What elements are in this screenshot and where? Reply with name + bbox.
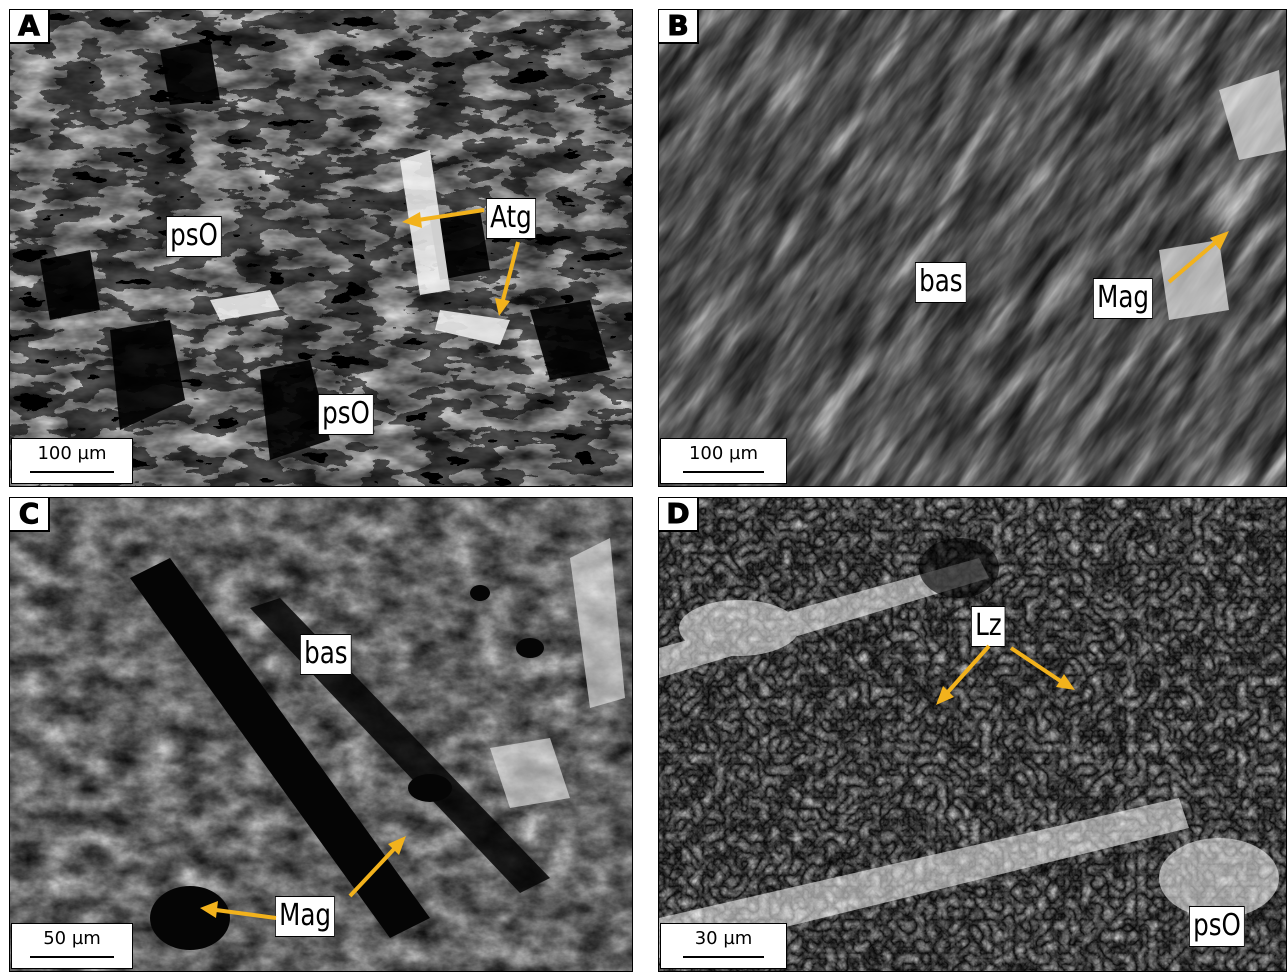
- micrograph-panel-a: A psO Atg psO 100 µm: [9, 9, 633, 487]
- label-mag: Mag: [1093, 278, 1154, 319]
- panel-letter-d: D: [659, 498, 699, 532]
- scale-bar: 50 µm: [11, 923, 133, 969]
- scale-bar-label: 30 µm: [694, 928, 753, 949]
- scale-bar-line: [683, 471, 764, 473]
- label-lz: Lz: [971, 606, 1006, 647]
- micrograph-panel-d: D Lz psO 30 µm: [658, 497, 1287, 972]
- label-pso: psO: [166, 216, 223, 257]
- scale-bar-line: [30, 956, 114, 958]
- panel-letter-a: A: [10, 10, 50, 44]
- micrograph-panel-b: B bas Mag 100 µm: [658, 9, 1287, 487]
- scale-bar-line: [683, 956, 764, 958]
- micrograph-panel-c: C bas Mag 50 µm: [9, 497, 633, 972]
- panel-letter-b: B: [659, 10, 699, 44]
- label-pso: psO: [1189, 906, 1246, 947]
- scale-bar-label: 50 µm: [43, 928, 101, 949]
- scale-bar-label: 100 µm: [688, 443, 759, 464]
- scale-bar-label: 100 µm: [37, 443, 107, 464]
- panel-letter-c: C: [10, 498, 50, 532]
- micrograph-texture: [659, 10, 1286, 486]
- micrograph-texture: [659, 498, 1286, 971]
- scale-bar: 100 µm: [11, 438, 133, 484]
- label-bas: bas: [915, 262, 967, 303]
- label-bas: bas: [300, 634, 352, 675]
- scale-bar-line: [30, 471, 114, 473]
- label-atg: Atg: [486, 198, 536, 239]
- label-pso: psO: [318, 394, 375, 435]
- label-mag: Mag: [275, 896, 336, 937]
- scale-bar: 30 µm: [660, 923, 787, 969]
- scale-bar: 100 µm: [660, 438, 787, 484]
